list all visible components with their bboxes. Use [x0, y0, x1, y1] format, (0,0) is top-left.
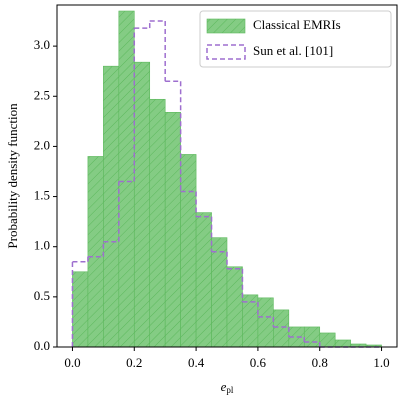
bar-hatch	[149, 98, 166, 348]
x-tick-label: 0.8	[312, 355, 328, 370]
y-tick-label: 3.0	[34, 37, 50, 52]
bar-hatch	[273, 309, 290, 348]
x-axis-label-main: e	[221, 379, 227, 394]
bar-hatch	[257, 297, 274, 348]
y-tick-label: 0.0	[34, 338, 50, 353]
plot-frame	[56, 4, 398, 348]
x-tick-label: 0.4	[188, 355, 205, 370]
bar-hatch	[211, 237, 228, 348]
bar-hatch	[87, 156, 104, 348]
bar-hatch	[195, 212, 212, 348]
legend-swatch	[206, 44, 246, 60]
x-axis-label-sub: pl	[226, 385, 234, 395]
legend-box	[199, 10, 392, 68]
y-tick-label: 2.0	[34, 137, 50, 152]
y-tick-label: 0.5	[34, 288, 50, 303]
bar-hatch	[319, 332, 336, 348]
x-tick-label: 0.6	[250, 355, 267, 370]
bar-hatch	[118, 10, 135, 348]
x-tick-label: 1.0	[373, 355, 389, 370]
y-tick-label: 2.5	[34, 87, 50, 102]
bar-hatch	[242, 294, 259, 348]
bar-hatch	[72, 271, 89, 348]
legend-label: Sun et al. [101]	[253, 43, 333, 58]
y-tick-label: 1.0	[34, 238, 50, 253]
y-tick-label: 1.5	[34, 188, 50, 203]
bar-hatch	[303, 326, 321, 348]
y-axis-label: Probability density function	[5, 103, 20, 249]
bar-hatch	[226, 266, 243, 348]
bar-hatch	[334, 339, 351, 348]
x-tick-label: 0.2	[126, 355, 142, 370]
bar-hatch	[164, 112, 181, 348]
bar-hatch	[133, 61, 151, 348]
bar-hatch	[103, 65, 120, 348]
legend-label: Classical EMRIs	[253, 17, 341, 32]
x-axis-label: epl	[221, 379, 234, 395]
x-tick-label: 0.0	[64, 355, 80, 370]
legend-swatch-hatch	[206, 18, 246, 34]
bar-hatch	[180, 154, 197, 348]
